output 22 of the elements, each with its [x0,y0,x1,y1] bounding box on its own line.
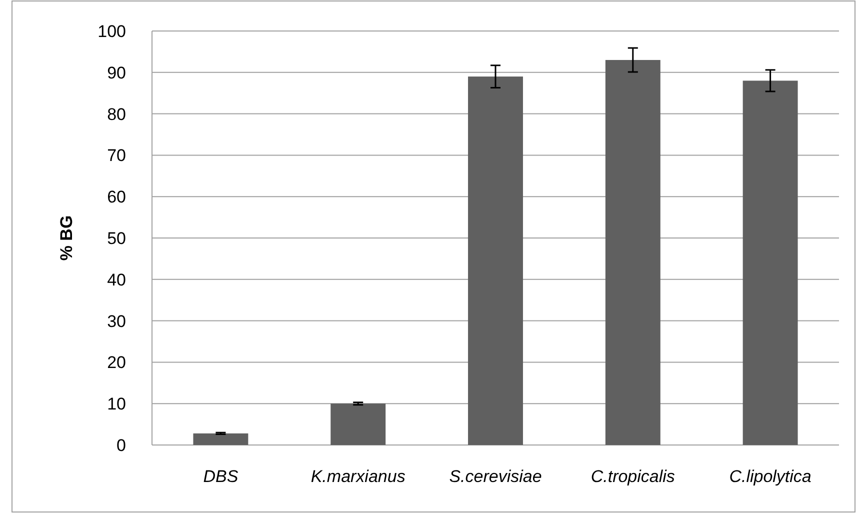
x-tick-label: S.cerevisiae [449,467,542,486]
y-tick-label: 100 [98,22,126,41]
x-tick-label: C.lipolytica [729,467,812,486]
y-tick-label: 70 [107,146,126,166]
y-tick-label: 30 [107,312,126,331]
bar [330,404,386,445]
y-tick-label: 50 [107,228,126,248]
y-tick-label: 80 [107,104,126,124]
bar [605,60,660,445]
bar [193,433,248,445]
y-axis-title: % BG [57,215,76,261]
y-tick-label: 20 [107,353,126,372]
y-tick-label: 10 [107,394,126,414]
x-tick-label: DBS [203,467,239,486]
bar [742,80,798,445]
y-tick-label: 0 [116,436,126,455]
y-tick-label: 60 [107,188,126,207]
bar [468,76,523,445]
y-tick-label: 40 [107,270,126,290]
x-tick-label: K.marxianus [310,467,406,486]
x-tick-label: C.tropicalis [590,467,676,486]
y-tick-label: 90 [107,63,126,82]
